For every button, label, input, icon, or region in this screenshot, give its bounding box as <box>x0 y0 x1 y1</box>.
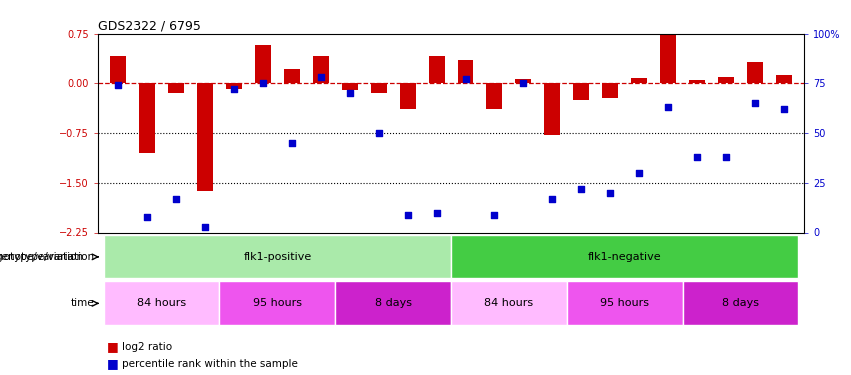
Bar <box>371 84 386 93</box>
Bar <box>255 45 271 84</box>
Point <box>111 82 125 88</box>
Point <box>401 211 414 217</box>
Bar <box>574 84 589 100</box>
Bar <box>342 84 357 90</box>
Bar <box>139 84 155 153</box>
Point <box>372 130 386 136</box>
Text: 84 hours: 84 hours <box>484 298 534 308</box>
Point <box>632 170 646 176</box>
Bar <box>451 281 567 326</box>
Bar <box>603 84 618 98</box>
Point <box>777 106 791 112</box>
Bar <box>631 78 647 84</box>
Text: ■: ■ <box>106 357 118 370</box>
Bar <box>567 281 683 326</box>
Bar <box>545 84 560 135</box>
Bar <box>220 281 335 326</box>
Bar <box>683 281 798 326</box>
Text: flk1-positive: flk1-positive <box>243 252 311 262</box>
Point <box>545 196 559 202</box>
Point <box>488 211 501 217</box>
Point <box>343 90 357 96</box>
Point <box>314 75 328 81</box>
Text: 8 days: 8 days <box>374 298 412 308</box>
Bar <box>660 34 676 84</box>
Bar <box>400 84 415 109</box>
Point <box>169 196 183 202</box>
Bar <box>226 84 242 89</box>
Text: 84 hours: 84 hours <box>137 298 186 308</box>
Point <box>140 214 154 220</box>
Bar <box>110 56 126 84</box>
Point <box>690 154 704 160</box>
Text: time: time <box>71 298 94 308</box>
Bar <box>718 77 734 84</box>
Bar <box>516 80 531 84</box>
Bar <box>104 235 451 279</box>
Text: ■: ■ <box>106 340 118 353</box>
Bar <box>168 84 184 93</box>
Point <box>430 210 443 216</box>
Point <box>227 86 241 92</box>
Point <box>198 224 212 230</box>
Text: flk1-negative: flk1-negative <box>588 252 661 262</box>
Text: percentile rank within the sample: percentile rank within the sample <box>122 359 298 369</box>
Bar <box>776 75 792 84</box>
Point <box>661 104 675 110</box>
Bar <box>429 56 444 84</box>
Point <box>517 81 530 87</box>
Point <box>748 100 762 106</box>
Bar <box>747 62 763 84</box>
Text: log2 ratio: log2 ratio <box>122 342 172 352</box>
Bar <box>458 60 473 84</box>
Bar <box>335 281 451 326</box>
Point <box>719 154 733 160</box>
Point <box>574 186 588 192</box>
Bar <box>451 235 798 279</box>
Point <box>285 140 299 146</box>
Bar <box>104 281 220 326</box>
Bar <box>689 80 705 84</box>
Text: GDS2322 / 6795: GDS2322 / 6795 <box>98 20 201 33</box>
Text: 8 days: 8 days <box>722 298 759 308</box>
Text: genotype/variation: genotype/variation <box>0 252 83 262</box>
Text: 95 hours: 95 hours <box>600 298 649 308</box>
Point <box>256 81 270 87</box>
Point <box>459 76 472 82</box>
Bar <box>487 84 502 109</box>
Bar <box>284 69 300 84</box>
Text: 95 hours: 95 hours <box>253 298 302 308</box>
Text: genotype/variation: genotype/variation <box>0 252 94 262</box>
Bar <box>197 84 213 191</box>
Point <box>603 190 617 196</box>
Bar <box>313 56 328 84</box>
